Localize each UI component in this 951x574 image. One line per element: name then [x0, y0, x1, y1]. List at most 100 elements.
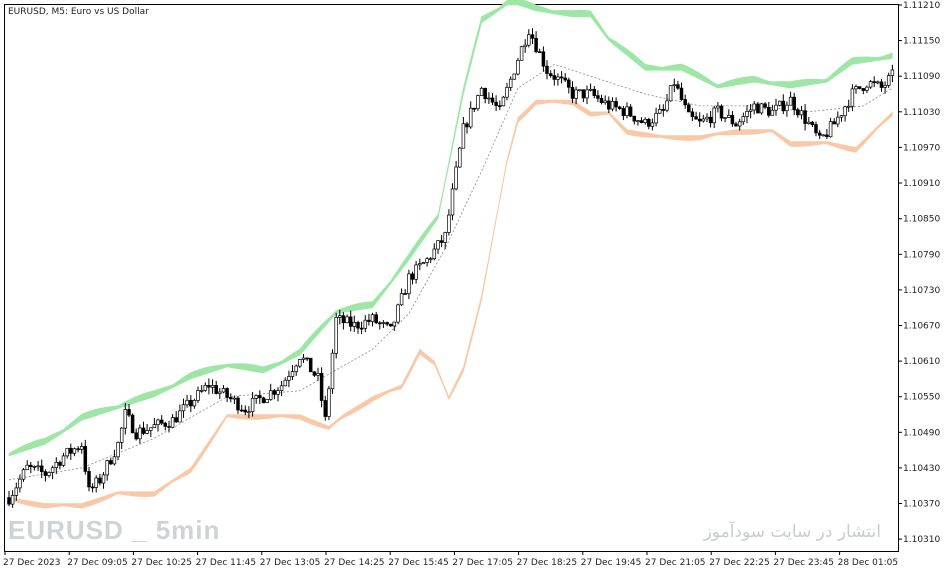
candle-body [414, 264, 418, 280]
time-axis[interactable]: 27 Dec 2023 27 Dec 09:05 27 Dec 10:25 27 De… [3, 551, 898, 568]
candle [512, 73, 517, 80]
candle [101, 472, 106, 489]
candle-body [585, 89, 589, 99]
y-tick-label: 1.10790 [903, 250, 940, 260]
candle-body [625, 106, 629, 116]
candle-body [149, 427, 153, 431]
price-axis[interactable]: 1.11210 1.11150 1.11090 1.11030 1.10970 1.109… [898, 1, 940, 545]
candle [21, 468, 26, 482]
y-tick-label: 1.10430 [903, 464, 940, 474]
candle-body [592, 88, 597, 96]
candle [665, 94, 669, 113]
candle-body [508, 78, 513, 88]
candle-body [505, 87, 509, 98]
candle-body [145, 430, 149, 434]
candle-body [170, 417, 175, 428]
candle [39, 459, 44, 479]
candle [185, 394, 189, 408]
y-tick-label: 1.11210 [903, 1, 940, 11]
candle-body [519, 46, 524, 61]
candle-body [236, 397, 240, 411]
candle [250, 391, 255, 417]
candle [730, 110, 735, 127]
candle-body [396, 304, 400, 323]
candle-body [432, 248, 437, 260]
candle-body [876, 81, 880, 84]
x-tick-label: 27 Dec 19:45 [581, 558, 642, 568]
candle-body [232, 397, 237, 400]
watermark-site: انتشار در سایت سودآموز [703, 522, 881, 542]
candle [857, 86, 862, 90]
candle [672, 78, 677, 92]
candle-body [159, 419, 164, 424]
candle-body [250, 398, 255, 413]
candle [690, 108, 695, 121]
candle-body [141, 427, 146, 434]
candle [432, 243, 437, 261]
candle-body [185, 399, 189, 406]
candle [338, 309, 342, 325]
candle [123, 403, 128, 435]
candle [625, 102, 629, 119]
candle-body [436, 240, 440, 250]
candle-body [10, 495, 15, 505]
candle [218, 388, 222, 399]
candle [178, 404, 182, 423]
x-tick-label: 27 Dec 22:25 [709, 558, 770, 568]
candle [112, 449, 117, 466]
candle [861, 88, 866, 95]
candle-body [879, 81, 884, 88]
candle [545, 60, 549, 80]
candle [821, 134, 826, 137]
candle [436, 240, 440, 254]
candle [261, 396, 266, 404]
candle-body [865, 86, 869, 91]
candle-body [254, 395, 258, 399]
candle-body [90, 486, 95, 489]
candle-body [527, 34, 531, 46]
candle-body [683, 99, 687, 106]
candle [312, 371, 317, 377]
chart-title: EURUSD, M5: Euro vs US Dollar [8, 7, 149, 17]
candle-body [792, 96, 796, 111]
candle-body [661, 109, 666, 111]
candle [163, 421, 168, 431]
candle [65, 447, 69, 459]
candle [741, 112, 746, 125]
candle-body [843, 106, 847, 116]
x-tick-label: 27 Dec 17:05 [452, 558, 513, 568]
candle-body [312, 371, 317, 376]
candle-body [29, 464, 33, 468]
candle-body [79, 446, 84, 450]
candle-body [279, 385, 284, 391]
candle [145, 424, 149, 435]
candle-body [730, 114, 735, 125]
candle-body [883, 84, 887, 88]
candle-body [94, 477, 98, 488]
candle [621, 106, 626, 121]
candle-body [199, 390, 204, 392]
candle [799, 105, 804, 120]
candle-body [472, 107, 477, 110]
candle-body [599, 97, 604, 104]
candle [814, 121, 818, 137]
candle [890, 64, 895, 83]
candle-body [708, 116, 713, 124]
candle-body [734, 123, 738, 127]
candle-body [76, 448, 80, 451]
candle [657, 104, 662, 115]
candle-body [694, 116, 698, 120]
candle-body [428, 258, 433, 261]
candle-body [272, 390, 277, 395]
candle-body [134, 432, 138, 440]
candle [508, 76, 513, 91]
candle-body [72, 448, 77, 454]
candle-body [697, 118, 702, 122]
candle-body [836, 116, 840, 125]
candle [298, 358, 302, 368]
candle-body [327, 388, 331, 417]
candle [527, 29, 531, 48]
candle [610, 97, 615, 112]
candle-body [574, 89, 578, 99]
